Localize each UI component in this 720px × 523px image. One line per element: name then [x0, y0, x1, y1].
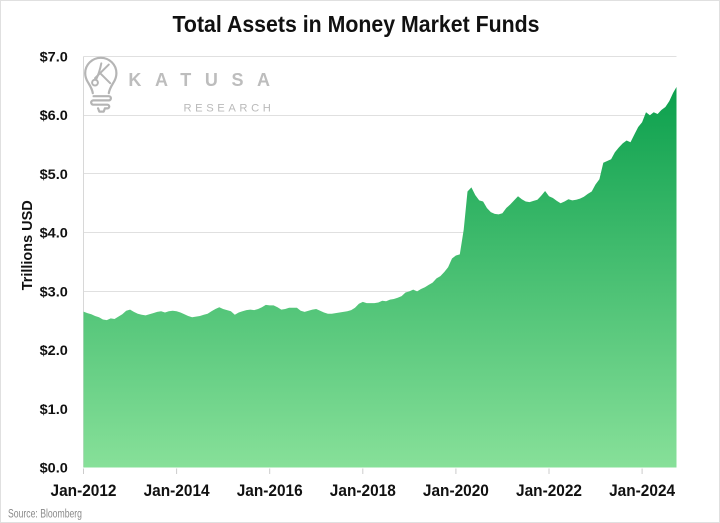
svg-text:Jan-2016: Jan-2016	[237, 481, 303, 500]
svg-text:Jan-2024: Jan-2024	[609, 481, 675, 500]
svg-text:Trillions USD: Trillions USD	[19, 200, 36, 290]
svg-text:$0.0: $0.0	[40, 460, 68, 476]
svg-text:Jan-2020: Jan-2020	[423, 481, 489, 500]
svg-text:Jan-2018: Jan-2018	[330, 481, 396, 500]
svg-text:$2.0: $2.0	[40, 342, 68, 358]
svg-text:Jan-2022: Jan-2022	[516, 481, 582, 500]
svg-text:KATUSA: KATUSA	[128, 70, 283, 90]
svg-text:Jan-2012: Jan-2012	[51, 481, 117, 500]
svg-text:$6.0: $6.0	[40, 107, 68, 123]
svg-text:$3.0: $3.0	[40, 283, 68, 299]
svg-text:Total Assets in Money Market F: Total Assets in Money Market Funds	[173, 11, 540, 37]
svg-text:Source: Bloomberg: Source: Bloomberg	[8, 509, 82, 521]
svg-text:$5.0: $5.0	[40, 166, 68, 182]
svg-text:Jan-2014: Jan-2014	[144, 481, 210, 500]
svg-text:$7.0: $7.0	[40, 49, 68, 65]
svg-text:RESEARCH: RESEARCH	[184, 103, 275, 115]
svg-text:$1.0: $1.0	[40, 401, 68, 417]
svg-text:$4.0: $4.0	[40, 225, 68, 241]
